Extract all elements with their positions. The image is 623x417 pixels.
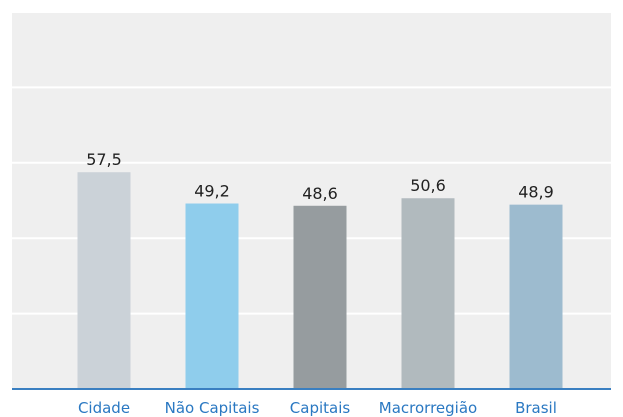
value-label: 48,9 (518, 183, 554, 202)
category-label: Não Capitais (165, 399, 260, 417)
category-label: Macrorregião (379, 399, 477, 417)
category-label: Capitais (290, 399, 351, 417)
bars (77, 172, 563, 389)
bar-4 (401, 198, 455, 389)
value-label: 50,6 (410, 176, 446, 195)
value-label: 48,6 (302, 184, 338, 203)
bar-1 (77, 172, 131, 389)
category-label: Cidade (78, 399, 130, 417)
bar-3 (293, 205, 347, 389)
value-labels: 57,5 49,2 48,6 50,6 48,9 (86, 150, 554, 203)
bar-5 (509, 204, 563, 389)
category-labels: Cidade Não Capitais Capitais Macrorregião Br… (78, 399, 557, 417)
value-label: 49,2 (194, 182, 230, 201)
value-label: 57,5 (86, 150, 122, 169)
category-label: Brasil (515, 399, 557, 417)
bar-2 (185, 203, 239, 389)
